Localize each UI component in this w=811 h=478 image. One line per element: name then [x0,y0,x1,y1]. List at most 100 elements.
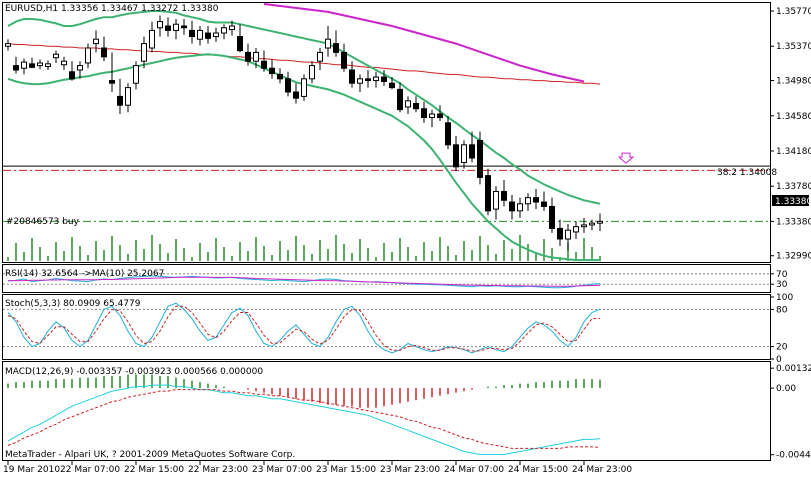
price-tick-label: 1.35370 [776,42,811,52]
stoch-panel-frame [2,294,771,360]
price-tick-label: 1.33780 [776,182,811,192]
time-tick-label: 22 Mar 07:00 [60,465,120,475]
time-tick-label: 24 Mar 15:00 [508,465,568,475]
time-tick-label: 22 Mar 15:00 [124,465,184,475]
candle-body [29,63,35,68]
candle-body [461,144,467,163]
candle-body [285,78,291,93]
candle-body [445,122,451,146]
candle-body [117,95,123,106]
axes: 1.35770 1.35370 1.34980 1.34580 1.34180 1.337… [3,7,811,475]
candle-body [45,63,51,67]
candle-body [181,25,187,29]
ma-magenta-line [263,3,585,83]
candle-body [365,78,371,82]
candle-body [597,220,603,224]
candle-body [493,190,499,210]
candle-body [69,71,75,80]
candle-body [453,144,459,168]
current-price-text: 1.33380 [775,197,811,207]
candle-body [565,229,571,240]
candle-body [277,73,283,80]
price-tick-label: 1.34580 [776,112,811,122]
panel-tick-label: 80 [776,305,788,315]
candle-body [573,226,579,233]
candle-body [349,69,355,84]
candle-body [341,51,347,69]
candle-body [37,62,43,67]
candle-body [93,38,99,45]
candle-body [61,60,67,66]
candle-body [301,78,307,97]
candle-body [525,197,531,205]
candle-body [501,190,507,201]
candle-body [317,51,323,62]
macd-tick-label: 0.00 [776,384,796,394]
price-tick-label: 1.34180 [776,147,811,157]
candle-body [429,113,435,119]
price-tick-label: 1.33380 [776,217,811,227]
time-tick-label: 24 Mar 07:00 [444,465,504,475]
candle-body [477,139,483,178]
candle-body [509,201,515,212]
candle-body [557,227,563,240]
candle-body [213,32,219,38]
candle-body [237,36,243,52]
time-tick-label: 22 Mar 23:00 [188,465,248,475]
candle-body [413,102,419,110]
fibo-label: 38.2 1.34008 [717,168,777,178]
series-line [7,302,601,354]
macd-tick-label: -0.004412 [776,451,811,461]
current-price-box [772,195,809,206]
candle-body [197,29,203,40]
series-line [8,276,601,287]
macd-tick-label: 0.001322 [776,364,811,374]
candle-body [389,82,395,89]
down-arrow-icon [617,152,635,164]
candle-body [149,29,155,49]
candle-body [221,27,227,34]
panel-tick-label: 100 [776,293,793,303]
macd-main-line [7,384,601,455]
candle-body [485,175,491,212]
bollinger-upper-line [7,10,601,205]
time-tick-label: 19 Mar 2010 [3,465,60,475]
macd-label: MACD(12,26,9) -0.003357 -0.003923 0.0005… [5,367,263,377]
panel-tick-label: 30 [776,280,788,290]
candle-body [21,61,27,69]
candle-body [269,67,275,75]
candle-body [581,224,587,228]
rsi-panel-frame [2,264,771,293]
rsi-label: RSI(14) 32.6564 ->MA(10) 25.2067 [5,269,164,279]
candle-body [205,32,211,39]
time-tick-label: 23 Mar 23:00 [380,465,440,475]
macd-panel-frame [2,361,771,461]
candle-body [381,76,387,82]
candle-body [229,25,235,31]
candle-body [53,53,59,59]
candle-body [541,201,547,207]
candle-body [373,76,379,82]
chart-title: EURUSD,H1 1.33356 1.33467 1.33272 1.3338… [5,4,219,14]
time-tick-label: 23 Mar 07:00 [252,465,312,475]
candle-body [13,65,19,71]
candle-body [125,87,131,106]
candle-body [357,78,363,84]
candle-body [533,197,539,203]
candle-body [517,203,523,212]
order-label: #20846573 buy [6,217,80,227]
macd-panel: 0.001322 0.00 -0.004412 [7,364,811,461]
candle-body [437,113,443,119]
candle-body [77,65,83,71]
candle-body [253,51,259,62]
candle-body [133,65,139,84]
candle-body [101,47,107,58]
candle-body [261,60,267,69]
panel-tick-label: 20 [776,343,788,353]
price-tick-label: 1.35770 [776,7,811,17]
candle-body [173,23,179,31]
stoch-panel: 100 80 20 0 [3,293,793,365]
candle-body [333,43,339,53]
